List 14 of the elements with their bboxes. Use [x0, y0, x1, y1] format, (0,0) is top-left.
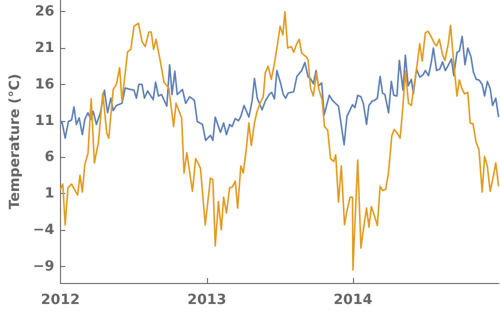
x-tick-label: 2013 [187, 292, 226, 308]
x-tick-label: 2012 [40, 292, 80, 308]
line-series [60, 36, 500, 146]
y-tick-label: 16 [34, 76, 54, 92]
line-series [60, 10, 500, 271]
y-tick-label: 21 [34, 40, 54, 56]
y-tick-label: 26 [34, 4, 54, 20]
y-tick-label: 1 [44, 186, 54, 202]
y-tick-label: −4 [32, 222, 55, 238]
y-tick-label: −9 [32, 258, 54, 274]
y-tick-label: 11 [34, 112, 54, 129]
y-tick-label: 6 [44, 149, 54, 166]
x-tick-label: 2014 [333, 292, 373, 308]
y-axis-title: Temperature (°C) [7, 74, 23, 210]
